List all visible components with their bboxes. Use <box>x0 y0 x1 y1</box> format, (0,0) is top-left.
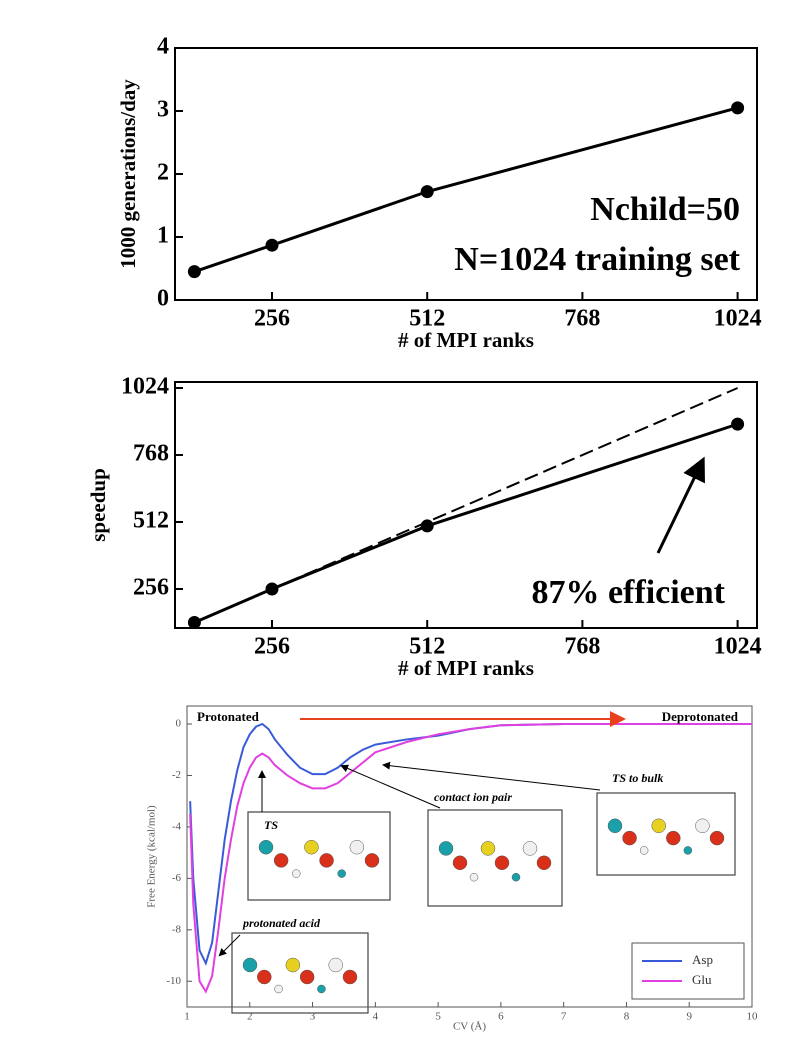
atom <box>623 831 637 845</box>
atom <box>365 853 379 867</box>
y-tick-label: -4 <box>172 820 182 832</box>
atom <box>350 840 364 854</box>
atom <box>495 856 509 870</box>
annotation: TS <box>264 818 278 832</box>
atom <box>684 846 692 854</box>
legend-label: Glu <box>692 972 712 987</box>
y-tick-label: 256 <box>133 575 169 601</box>
annotation: Deprotonated <box>662 709 739 724</box>
pointer-arrow <box>384 765 600 790</box>
y-tick-label: 0 <box>157 286 169 312</box>
x-tick-label: 6 <box>498 1011 504 1023</box>
data-point <box>266 239 279 252</box>
x-axis-label: CV (Å) <box>453 1021 486 1033</box>
y-tick-label: -6 <box>172 872 182 884</box>
y-tick-label: 3 <box>157 97 169 123</box>
atom <box>257 970 271 984</box>
y-tick-label: -2 <box>172 769 181 781</box>
atom <box>640 846 648 854</box>
annotation: protonated acid <box>242 916 321 930</box>
y-tick-label: 4 <box>157 34 169 60</box>
atom <box>259 840 273 854</box>
y-tick-label: 768 <box>133 441 169 467</box>
atom <box>512 873 520 881</box>
annotation: TS to bulk <box>612 771 663 785</box>
atom <box>470 873 478 881</box>
x-tick-label: 1024 <box>714 634 762 660</box>
legend-label: Asp <box>692 952 713 967</box>
data-point <box>731 101 744 114</box>
y-tick-label: 1 <box>157 223 169 249</box>
x-tick-label: 4 <box>373 1011 379 1023</box>
x-tick-label: 8 <box>624 1011 630 1023</box>
x-tick-label: 768 <box>564 634 600 660</box>
atom <box>439 841 453 855</box>
y-tick-label: 2 <box>157 160 169 186</box>
atom <box>304 840 318 854</box>
x-tick-label: 2 <box>247 1011 253 1023</box>
y-tick-label: -8 <box>172 923 182 935</box>
x-tick-label: 3 <box>310 1011 316 1023</box>
atom <box>320 853 334 867</box>
atom <box>317 985 325 993</box>
atom <box>300 970 314 984</box>
y-axis-label: speedup <box>86 468 110 542</box>
y-tick-label: 1024 <box>121 374 169 400</box>
x-axis-label: # of MPI ranks <box>398 328 534 352</box>
x-axis-label: # of MPI ranks <box>398 656 534 680</box>
atom <box>710 831 724 845</box>
atom <box>537 856 551 870</box>
atom <box>286 958 300 972</box>
atom <box>608 819 622 833</box>
x-tick-label: 1 <box>184 1011 190 1023</box>
annotation-arrow <box>658 462 702 553</box>
annotation: contact ion pair <box>434 790 512 804</box>
y-tick-label: 512 <box>133 508 169 534</box>
annotation: Nchild=50 <box>590 191 740 228</box>
x-tick-label: 768 <box>564 306 600 332</box>
atom <box>666 831 680 845</box>
legend-box <box>632 943 744 999</box>
atom <box>695 819 709 833</box>
x-tick-label: 256 <box>254 634 290 660</box>
y-tick-label: -10 <box>166 975 181 987</box>
x-tick-label: 5 <box>435 1011 441 1023</box>
atom <box>481 841 495 855</box>
x-tick-label: 10 <box>747 1011 759 1023</box>
y-axis-label: Free Energy (kcal/mol) <box>146 805 158 908</box>
atom <box>453 856 467 870</box>
atom <box>274 853 288 867</box>
x-tick-label: 256 <box>254 306 290 332</box>
annotation: N=1024 training set <box>454 241 740 278</box>
annotation: Protonated <box>197 709 260 724</box>
atom <box>523 841 537 855</box>
pointer-arrow <box>342 766 440 808</box>
data-point <box>188 265 201 278</box>
atom <box>329 958 343 972</box>
atom <box>338 870 346 878</box>
figure: 256512768102401234# of MPI ranks1000 gen… <box>0 0 785 1056</box>
atom <box>343 970 357 984</box>
x-tick-label: 9 <box>686 1011 692 1023</box>
atom <box>243 958 257 972</box>
data-point <box>421 185 434 198</box>
atom <box>275 985 283 993</box>
x-tick-label: 7 <box>561 1011 567 1023</box>
y-axis-label: 1000 generations/day <box>116 79 140 269</box>
annotation: 87% efficient <box>531 574 725 611</box>
atom <box>652 819 666 833</box>
data-point <box>731 418 744 431</box>
page: 256512768102401234# of MPI ranks1000 gen… <box>0 0 785 1056</box>
y-tick-label: 0 <box>176 718 182 730</box>
x-tick-label: 1024 <box>714 306 762 332</box>
atom <box>292 870 300 878</box>
